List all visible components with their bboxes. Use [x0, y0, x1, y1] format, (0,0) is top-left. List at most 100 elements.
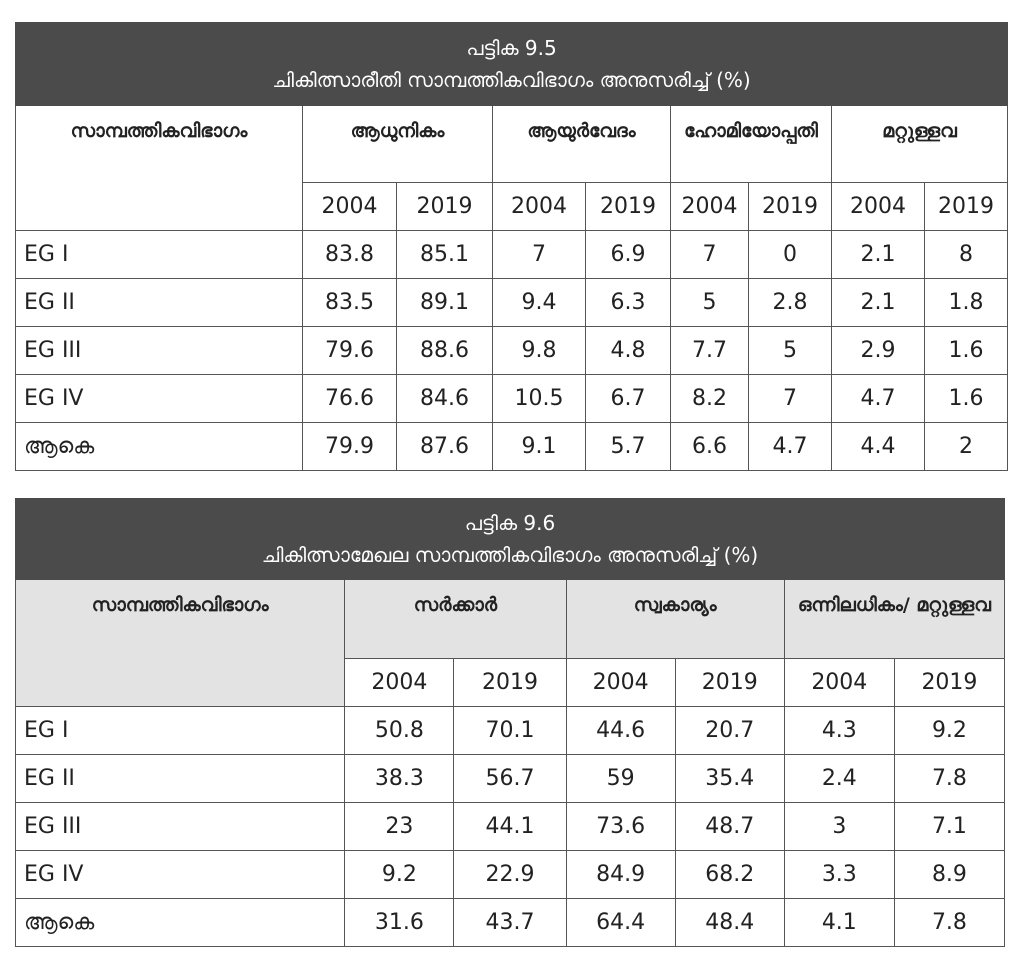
cell: 7.8: [893, 898, 1006, 947]
cell: 20.7: [674, 706, 785, 755]
cell: 31.6: [344, 898, 455, 947]
cell: 1.8: [923, 278, 1009, 327]
group-row: സാമ്പത്തികവിഭാഗം സർക്കാർ സ്വകാര്യം ഒന്നിലധി…: [14, 579, 1006, 707]
cell: 70.1: [453, 706, 567, 755]
data-row: EG IV 76.6 84.6 10.5 6.7 8.2 7 4.7 1.6: [15, 374, 1009, 423]
year-header: 2019: [923, 182, 1009, 231]
cell: 56.7: [453, 754, 567, 803]
cell: 4.7: [748, 422, 832, 471]
year-header: 2019: [396, 182, 493, 231]
year-header: 2019: [453, 658, 567, 707]
cell: 73.6: [565, 802, 676, 851]
cell: 9.4: [492, 278, 586, 327]
year-header: 2004: [302, 182, 397, 231]
cell: 9.1: [492, 422, 586, 471]
cell: 6.3: [585, 278, 671, 327]
cell: 6.9: [585, 230, 671, 279]
group-row: സാമ്പത്തികവിഭാഗം ആധുനികം ആയുർവേദം ഹോമിയോപ്പ…: [15, 105, 1009, 231]
year-header: 2004: [565, 658, 676, 707]
row-label: EG II: [14, 754, 346, 803]
cell: 89.1: [396, 278, 493, 327]
cell: 1.6: [923, 326, 1009, 375]
cell: 7: [748, 374, 832, 423]
data-row: EG I 83.8 85.1 7 6.9 7 0 2.1 8: [15, 230, 1009, 279]
cell: 2.9: [831, 326, 925, 375]
year-row: 2004 2019 2004 2019 2004 2019: [16, 658, 1006, 707]
cell: 83.8: [302, 230, 397, 279]
year-header: 2019: [748, 182, 832, 231]
table: പട്ടിക 9.6 ചികിത്സാമേഖല സാമ്പത്തികവിഭാഗം …: [14, 498, 1006, 947]
cell: 5.7: [585, 422, 671, 471]
year-header: 2004: [670, 182, 749, 231]
cell: 4.7: [831, 374, 925, 423]
data-row: ആകെ 31.6 43.7 64.4 48.4 4.1 7.8: [14, 898, 1006, 947]
cell: 2.4: [783, 754, 895, 803]
cell: 5: [748, 326, 832, 375]
cell: 4.3: [783, 706, 895, 755]
cell: 6.7: [585, 374, 671, 423]
cell: 23: [344, 802, 455, 851]
cell: 5: [670, 278, 749, 327]
cell: 7.8: [893, 754, 1006, 803]
group-header: സ്വകാര്യം: [565, 579, 785, 659]
table: പട്ടിക 9.5 ചികിത്സാരീതി സാമ്പത്തികവിഭാഗം …: [14, 22, 1009, 471]
row-label: EG IV: [14, 850, 346, 899]
row-label: EG I: [15, 230, 303, 279]
cell: 4.4: [831, 422, 925, 471]
cell: 2.1: [831, 278, 925, 327]
cell: 4.8: [585, 326, 671, 375]
caption: പട്ടിക 9.6 ചികിത്സാമേഖല സാമ്പത്തികവിഭാഗം …: [15, 498, 1005, 580]
caption-row: പട്ടിക 9.5 ചികിത്സാരീതി സാമ്പത്തികവിഭാഗം …: [14, 22, 1009, 106]
data-row: EG II 83.5 89.1 9.4 6.3 5 2.8 2.1 1.8: [15, 278, 1009, 327]
year-header: 2004: [783, 658, 895, 707]
cell: 3: [783, 802, 895, 851]
row-label: EG III: [14, 802, 346, 851]
cell: 87.6: [396, 422, 493, 471]
data-row: EG I 50.8 70.1 44.6 20.7 4.3 9.2: [14, 706, 1006, 755]
year-header: 2019: [674, 658, 785, 707]
data-row: ആകെ 79.9 87.6 9.1 5.7 6.6 4.7 4.4 2: [15, 422, 1009, 471]
data-row: EG II 38.3 56.7 59 35.4 2.4 7.8: [14, 754, 1006, 803]
cell: 10.5: [492, 374, 586, 423]
cell: 44.1: [453, 802, 567, 851]
cell: 2: [923, 422, 1009, 471]
row-label: EG III: [15, 326, 303, 375]
cell: 79.6: [302, 326, 397, 375]
cell: 48.7: [674, 802, 785, 851]
row-label: EG IV: [15, 374, 303, 423]
cell: 2.1: [831, 230, 925, 279]
data-row: EG III 79.6 88.6 9.8 4.8 7.7 5 2.9 1.6: [15, 326, 1009, 375]
cell: 79.9: [302, 422, 397, 471]
cell: 8.2: [670, 374, 749, 423]
group-header: ആധുനികം: [302, 105, 493, 183]
cell: 8: [923, 230, 1009, 279]
cell: 38.3: [344, 754, 455, 803]
cell: 3.3: [783, 850, 895, 899]
year-header: 2004: [831, 182, 925, 231]
group-header: മറ്റുള്ളവ: [830, 105, 1009, 183]
row-header: സാമ്പത്തികവിഭാഗം: [14, 579, 346, 707]
cell: 59: [565, 754, 676, 803]
row-label: ആകെ: [15, 422, 303, 471]
group-header: ആയുർവേദം: [492, 105, 671, 183]
cell: 0: [748, 230, 832, 279]
cell: 83.5: [302, 278, 397, 327]
year-header: 2004: [492, 182, 586, 231]
cell: 2.8: [748, 278, 832, 327]
year-header: 2019: [893, 658, 1006, 707]
table-title: പട്ടിക 9.6: [464, 511, 556, 535]
cell: 35.4: [674, 754, 785, 803]
cell: 6.6: [670, 422, 749, 471]
row-label: EG I: [14, 706, 346, 755]
data-row: EG IV 9.2 22.9 84.9 68.2 3.3 8.9: [14, 850, 1006, 899]
cell: 85.1: [396, 230, 493, 279]
cell: 9.8: [492, 326, 586, 375]
cell: 7: [670, 230, 749, 279]
year-header: 2019: [585, 182, 671, 231]
group-header: സർക്കാർ: [344, 579, 567, 659]
cell: 84.6: [396, 374, 493, 423]
cell: 64.4: [565, 898, 676, 947]
cell: 9.2: [344, 850, 455, 899]
table-title: പട്ടിക 9.5: [466, 36, 557, 60]
